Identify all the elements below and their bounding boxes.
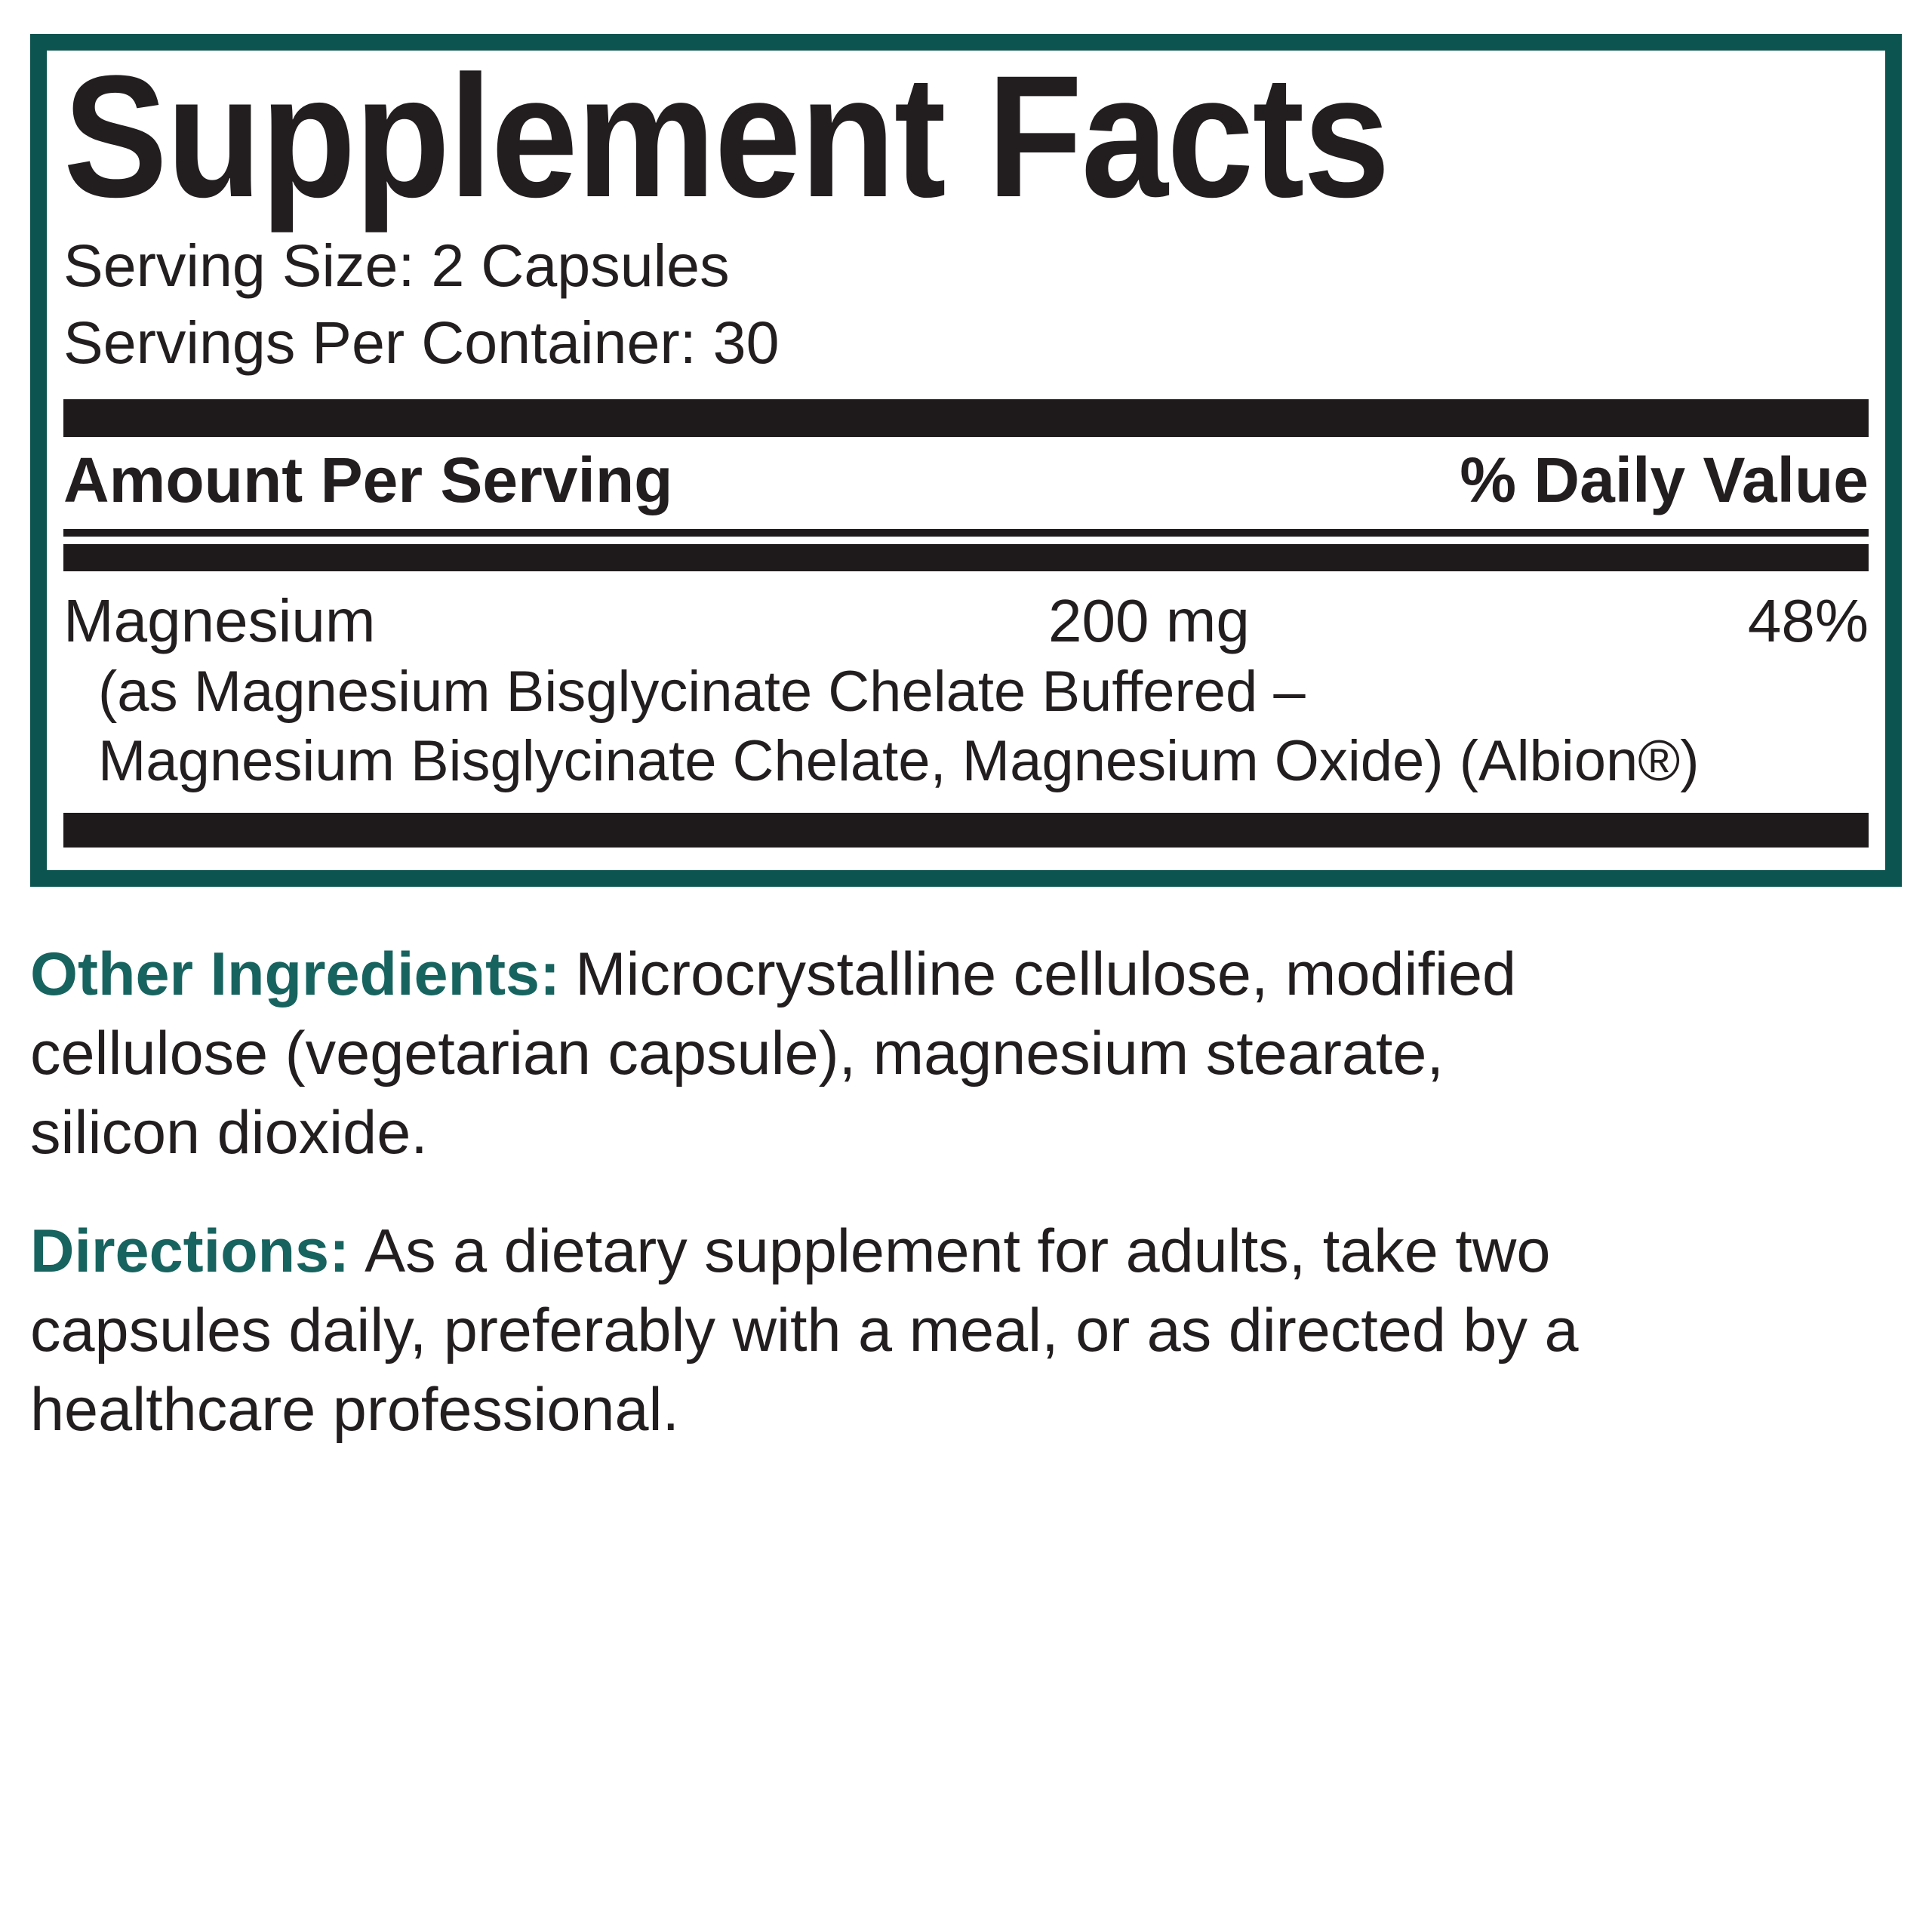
nutrient-name: Magnesium <box>63 587 376 654</box>
nutrient-detail-line: Magnesium Bisglycinate Chelate, Magnesiu… <box>98 729 1700 793</box>
directions-label: Directions: <box>30 1217 350 1285</box>
column-header-row: Amount Per Serving % Daily Value <box>63 448 1869 512</box>
amount-per-serving-header: Amount Per Serving <box>63 445 673 515</box>
paragraph-text: Microcrystalline cellulose, modified <box>575 940 1517 1008</box>
nutrient-detail-line: (as Magnesium Bisglycinate Chelate Buffe… <box>98 660 1306 724</box>
paragraph-line: cellulose (vegetarian capsule), magnesiu… <box>30 1020 1444 1088</box>
supplement-facts-panel: Supplement Facts Serving Size: 2 Capsule… <box>30 34 1902 887</box>
panel-title: Supplement Facts <box>63 39 1390 233</box>
paragraph-line: Other Ingredients: Microcrystalline cellu… <box>30 935 1872 1014</box>
thick-divider-bar-middle <box>63 544 1869 571</box>
other-ingredients-label: Other Ingredients: <box>30 940 561 1008</box>
thin-rule <box>63 529 1869 537</box>
thick-divider-bar-top <box>63 399 1869 437</box>
serving-size-line: Serving Size: 2 Capsules <box>63 232 730 299</box>
paragraph-line: silicon dioxide. <box>30 1099 428 1167</box>
other-ingredients-paragraph: Other Ingredients: Microcrystalline cellu… <box>30 935 1872 1173</box>
paragraph-line: healthcare professional. <box>30 1376 680 1444</box>
thick-divider-bar-bottom <box>63 813 1869 848</box>
nutrient-daily-value: 48% <box>1747 587 1869 654</box>
paragraph-line: capsules daily, preferably with a meal, … <box>30 1297 1579 1364</box>
directions-paragraph: Directions: As a dietary supplement for a… <box>30 1212 1872 1450</box>
nutrient-row-magnesium: Magnesium 200 mg 48% <box>63 588 1869 654</box>
paragraph-text: As a dietary supplement for adults, take… <box>365 1217 1551 1285</box>
paragraph-line: Directions: As a dietary supplement for a… <box>30 1212 1872 1291</box>
servings-per-container-line: Servings Per Container: 30 <box>63 309 780 376</box>
daily-value-header: % Daily Value <box>1460 445 1869 515</box>
nutrient-amount: 200 mg <box>1048 587 1250 654</box>
